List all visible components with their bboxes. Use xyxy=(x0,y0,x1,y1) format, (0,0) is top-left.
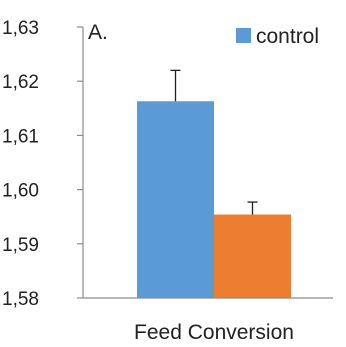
legend-label-control: control xyxy=(256,25,319,48)
category-label: Feed Conversion xyxy=(134,321,294,344)
y-tick-label: 1,61 xyxy=(2,126,39,147)
y-tick-label: 1,60 xyxy=(2,181,39,202)
bar-series-1 xyxy=(137,101,214,298)
bar-series-2 xyxy=(214,214,291,298)
bars xyxy=(137,101,291,298)
legend-swatch-control xyxy=(236,28,251,43)
y-tick-label: 1,59 xyxy=(2,235,39,256)
panel-label: A. xyxy=(88,21,108,44)
error-bars xyxy=(170,69,258,215)
y-tick-label: 1,62 xyxy=(2,72,39,93)
legend: control xyxy=(236,25,319,48)
y-tick-label: 1,58 xyxy=(2,289,39,310)
y-tick-label: 1,63 xyxy=(2,18,39,39)
y-axis: 1,58 1,59 1,60 1,61 1,62 1,63 xyxy=(2,18,84,310)
